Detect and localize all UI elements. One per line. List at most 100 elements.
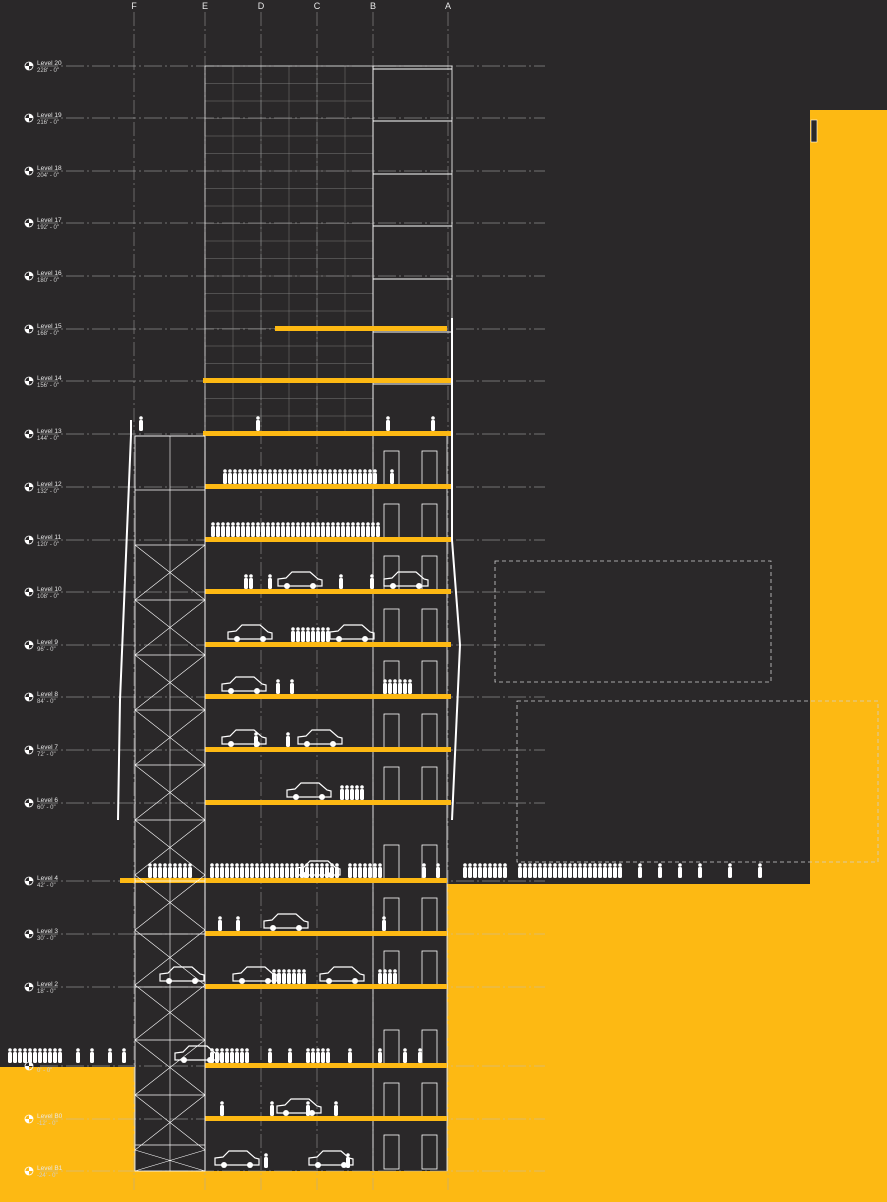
tower-brace [134,929,206,986]
person-figure [223,469,227,484]
person-body [583,867,587,878]
person-head [353,469,357,473]
person-body [436,867,440,878]
person-body [288,1052,292,1063]
person-body [382,920,386,931]
person-figure [346,522,350,537]
person-figure [246,522,250,537]
person-body [265,867,269,878]
floor-slab [120,878,447,883]
person-head [698,863,702,867]
person-figure [543,863,547,878]
level-symbol-fill [25,219,33,227]
person-head [280,863,284,867]
person-figure [58,1048,62,1063]
person-head [253,469,257,473]
person-figure [231,522,235,537]
person-head [276,522,280,526]
car-silhouette [329,624,375,640]
person-figure [215,1048,219,1063]
person-body [373,867,377,878]
person-body [178,867,182,878]
person-head [275,863,279,867]
person-head [139,416,143,420]
person-body [288,473,292,484]
person-head [363,469,367,473]
gridline-label-E: E [202,1,208,11]
person-figure [334,1101,338,1116]
adjacent-volume-outline [494,560,772,683]
person-figure [264,1153,268,1168]
gridline-label-D: D [258,1,265,11]
person-body [225,867,229,878]
person-body [296,631,300,642]
person-head [498,863,502,867]
person-figure [488,863,492,878]
person-head [23,1048,27,1052]
person-head [28,1048,32,1052]
person-head [326,627,330,631]
car-wheel [336,636,342,642]
person-body [287,973,291,984]
person-figure [383,969,387,984]
person-figure [368,469,372,484]
level-symbol-fill [25,746,33,754]
person-body [320,867,324,878]
level-marker: Level 218' - 0" [24,981,58,995]
person-figure [153,863,157,878]
person-head [13,1048,17,1052]
car-silhouette [159,966,205,982]
person-body [393,973,397,984]
person-figure [48,1048,52,1063]
person-head [238,469,242,473]
person-body [573,867,577,878]
person-head [282,969,286,973]
person-head [286,522,290,526]
person-head [296,627,300,631]
person-body [291,526,295,537]
person-body [363,867,367,878]
person-body [233,473,237,484]
person-figure [728,863,732,878]
person-figure [33,1048,37,1063]
person-figure [278,469,282,484]
person-head [418,1048,422,1052]
person-body [316,631,320,642]
person-head [300,863,304,867]
person-head [533,863,537,867]
person-figure [211,522,215,537]
person-head [308,469,312,473]
person-body [533,867,537,878]
car-silhouette [263,913,309,929]
person-head [240,863,244,867]
tower-brace [134,544,206,601]
person-head [231,522,235,526]
person-head [338,469,342,473]
person-head [350,785,354,789]
person-figure [348,1048,352,1063]
person-body [264,1157,268,1168]
person-figure [273,469,277,484]
person-figure [230,863,234,878]
person-head [218,916,222,920]
person-figure [548,863,552,878]
person-body [390,473,394,484]
person-body [698,867,702,878]
car-silhouette [276,1098,322,1114]
person-head [383,969,387,973]
person-head [264,1153,268,1157]
person-head [244,574,248,578]
person-head [583,863,587,867]
person-head [215,863,219,867]
person-figure [393,969,397,984]
tower-brace [134,709,206,766]
floor-slab [205,694,451,699]
person-head [355,785,359,789]
person-body [306,1052,310,1063]
person-body [373,473,377,484]
person-head [178,863,182,867]
person-body [173,867,177,878]
person-figure [303,469,307,484]
person-figure [288,1048,292,1063]
